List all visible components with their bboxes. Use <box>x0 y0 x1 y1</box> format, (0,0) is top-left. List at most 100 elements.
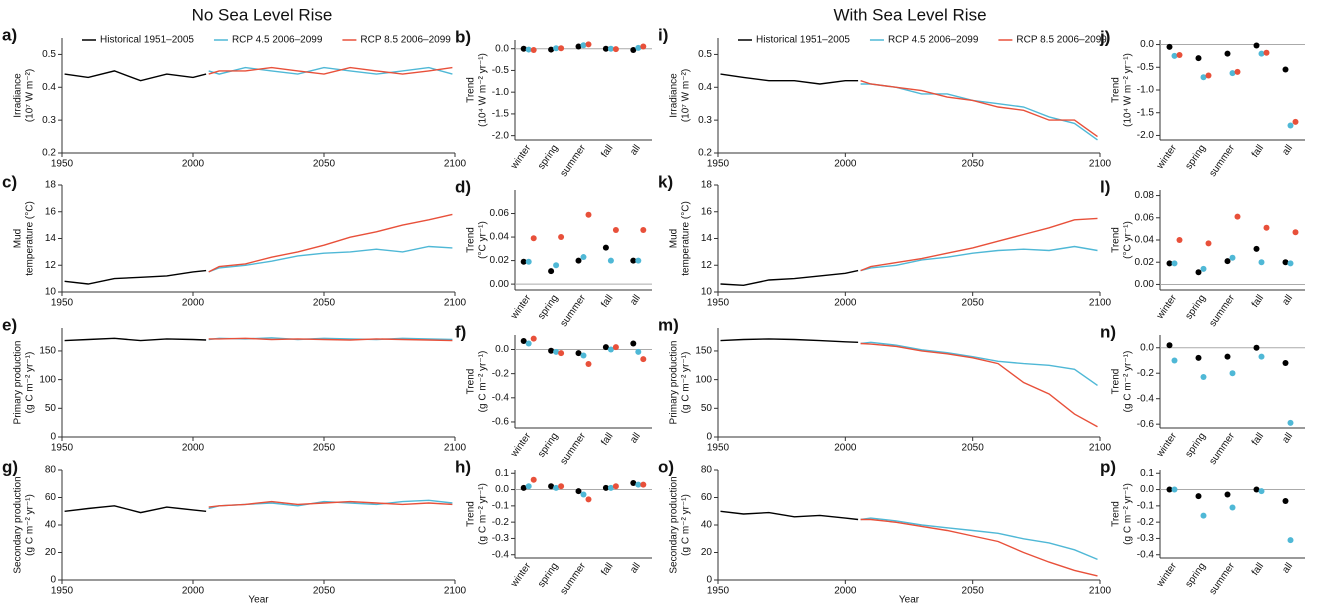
y-tick-label: 10 <box>701 287 713 298</box>
y-axis-label: Mud <box>669 229 680 248</box>
trend-point <box>1229 370 1236 377</box>
y-axis-label: Primary production <box>669 341 680 425</box>
trend-point <box>575 43 582 50</box>
y-tick-label: 40 <box>45 520 57 531</box>
trend-point <box>558 483 565 490</box>
y-axis-label: (g C m⁻² yr⁻¹) <box>1123 483 1134 545</box>
trend-point <box>1258 353 1265 360</box>
y-tick-label: 50 <box>45 403 57 414</box>
trend-point <box>1282 259 1289 266</box>
series-line <box>860 83 1098 141</box>
y-tick-label: 0.0 <box>1140 484 1154 495</box>
trend-point <box>635 44 642 51</box>
x-tick-label: fall <box>599 143 615 160</box>
y-tick-label: 0.04 <box>1135 235 1155 246</box>
trend-point <box>640 356 647 363</box>
y-axis-label: Irradiance <box>13 73 24 118</box>
x-tick-label: 2050 <box>313 298 336 309</box>
x-tick-label: summer <box>1207 292 1237 328</box>
series-line <box>208 500 453 508</box>
x-tick-label: spring <box>1183 293 1208 322</box>
x-tick-label: all <box>628 561 643 576</box>
y-tick-label: 12 <box>45 260 57 271</box>
trend-point <box>580 352 587 359</box>
y-tick-label: 0.00 <box>490 279 510 290</box>
y-tick-label: -0.3 <box>1137 533 1155 544</box>
trend-point <box>1258 50 1265 57</box>
trend-point <box>607 257 614 264</box>
trend-point <box>1200 512 1207 519</box>
panel-label: o) <box>658 457 674 476</box>
x-tick-label: 2050 <box>962 586 985 597</box>
trend-point <box>1195 55 1202 62</box>
panel-label: a) <box>2 25 17 44</box>
y-tick-label: 0.3 <box>42 115 56 126</box>
y-tick-label: 0.4 <box>698 82 712 93</box>
y-tick-label: 60 <box>701 492 713 503</box>
series-line <box>64 70 207 82</box>
legend-label: RCP 4.5 2006–2099 <box>888 35 979 46</box>
series-line <box>208 337 453 342</box>
x-tick-label: all <box>1280 431 1295 446</box>
trend-point <box>1195 493 1202 500</box>
trend-point <box>640 43 647 50</box>
trend-point <box>1253 245 1260 252</box>
y-tick-label: 18 <box>45 180 57 191</box>
trend-point <box>1166 486 1173 493</box>
y-axis-label: temperature (°C) <box>681 201 692 276</box>
legend-label: RCP 4.5 2006–2099 <box>232 35 323 46</box>
y-axis-label: Trend <box>466 227 477 253</box>
x-tick-label: winter <box>1154 292 1179 322</box>
trend-point <box>1200 265 1207 272</box>
x-tick-label: 2000 <box>182 298 205 309</box>
x-tick-label: 2100 <box>444 159 467 170</box>
y-axis-label: (g C m⁻² yr⁻¹) <box>25 494 36 556</box>
x-tick-label: winter <box>1154 430 1179 460</box>
x-tick-label: 2000 <box>834 586 857 597</box>
trend-point <box>530 335 537 342</box>
x-tick-label: spring <box>1183 431 1208 460</box>
y-axis-label: (10⁴ W m⁻² yr⁻¹) <box>478 53 489 127</box>
x-axis-label: Year <box>899 595 920 603</box>
x-tick-label: summer <box>558 560 588 596</box>
y-tick-label: -0.1 <box>492 500 510 511</box>
x-tick-label: 1950 <box>707 159 730 170</box>
y-tick-label: -0.3 <box>492 533 510 544</box>
x-tick-label: all <box>628 293 643 308</box>
trend-point <box>1253 344 1260 351</box>
x-tick-label: 1950 <box>707 298 730 309</box>
legend-label: Historical 1951–2005 <box>100 35 194 46</box>
x-tick-label: summer <box>1207 430 1237 466</box>
x-tick-label: winter <box>1154 142 1179 172</box>
x-tick-label: 2050 <box>313 159 336 170</box>
x-tick-label: all <box>1280 561 1295 576</box>
series-line <box>720 510 859 521</box>
y-axis-label: Primary production <box>13 341 24 425</box>
x-tick-label: 2000 <box>834 443 857 454</box>
y-tick-label: 40 <box>701 520 713 531</box>
trend-point <box>1229 254 1236 261</box>
y-tick-label: 0.2 <box>698 148 712 159</box>
trend-point <box>1292 229 1299 236</box>
y-axis-label: Trend <box>466 501 477 527</box>
series-line <box>208 66 453 75</box>
trend-point <box>553 45 560 52</box>
trend-point <box>612 46 619 53</box>
x-tick-label: fall <box>599 293 615 310</box>
series-line <box>720 338 859 343</box>
y-axis-label: Trend <box>1111 77 1122 103</box>
y-tick-label: 0.2 <box>42 148 56 159</box>
trend-point <box>1195 269 1202 276</box>
x-tick-label: all <box>628 431 643 446</box>
series-line <box>860 80 1098 138</box>
panel-label: p) <box>1100 457 1116 476</box>
y-tick-label: 60 <box>45 492 57 503</box>
x-tick-label: spring <box>536 561 561 590</box>
y-axis-label: (10⁴ W m⁻² yr⁻¹) <box>1123 53 1134 127</box>
x-tick-label: 1950 <box>51 159 74 170</box>
trend-point <box>558 234 565 241</box>
y-tick-label: 20 <box>701 547 713 558</box>
y-axis-label: (10⁷ W m⁻²) <box>25 69 36 122</box>
trend-point <box>640 227 647 233</box>
trend-point <box>1282 66 1289 73</box>
